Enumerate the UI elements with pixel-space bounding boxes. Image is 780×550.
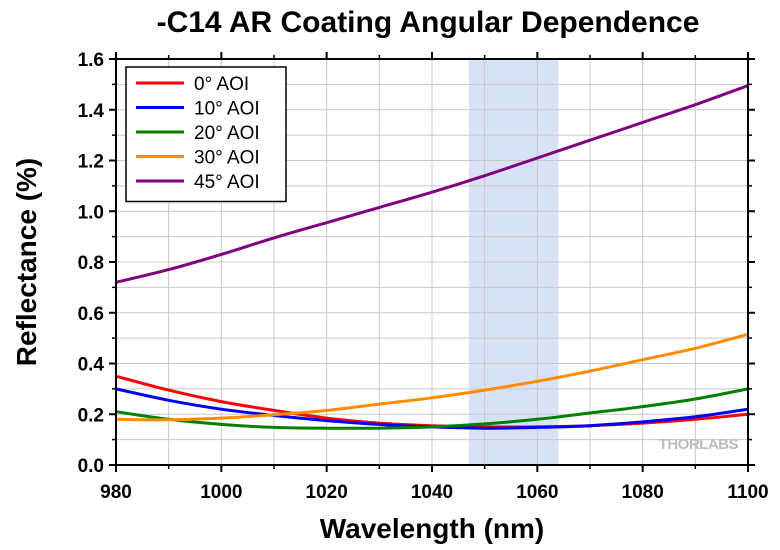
axis-layer [109,52,755,472]
series-layer [115,84,749,430]
y-tick-label: 1.6 [78,50,104,71]
legend-label-2: 20° AOI [194,123,260,144]
x-tick-label: 1020 [306,482,348,503]
y-tick-label: 0.6 [78,304,104,325]
y-tick-label: 0.8 [78,253,104,274]
series-line-4 [115,84,749,284]
y-tick-label: 0.0 [78,456,104,477]
chart-title: -C14 AR Coating Angular Dependence [157,6,700,39]
y-tick-label: 0.2 [78,405,104,426]
legend-label-0: 0° AOI [194,74,249,95]
y-tick-label: 1.2 [78,152,104,173]
x-tick-label: 1040 [411,482,453,503]
grid-layer [116,59,748,465]
watermark-logo: THORLABS [659,436,739,453]
x-tick-label: 1100 [727,482,768,503]
x-axis-label: Wavelength (nm) [320,513,545,544]
series-line-3 [115,332,749,422]
y-tick-label: 1.0 [78,202,104,223]
x-tick-label: 1000 [200,482,242,503]
y-tick-label: 1.4 [78,101,105,122]
series-line-2 [115,387,749,430]
y-tick-label: 0.4 [78,355,105,376]
x-tick-label: 1060 [516,482,558,503]
legend-label-1: 10° AOI [194,99,260,120]
legend-box [125,66,287,203]
y-axis-label: Reflectance (%) [11,158,42,367]
legend-label-4: 45° AOI [194,172,260,193]
legend: 0° AOI 10° AOI 20° AOI 30° AOI 45° AOI [125,66,287,203]
x-tick-label: 1080 [622,482,664,503]
legend-label-3: 30° AOI [194,148,260,169]
tick-label-layer: 980 1000 1020 1040 1060 1080 1100 0.0 0.2 0.4 0.6 0… [78,50,769,503]
x-tick-label: 980 [100,482,132,503]
